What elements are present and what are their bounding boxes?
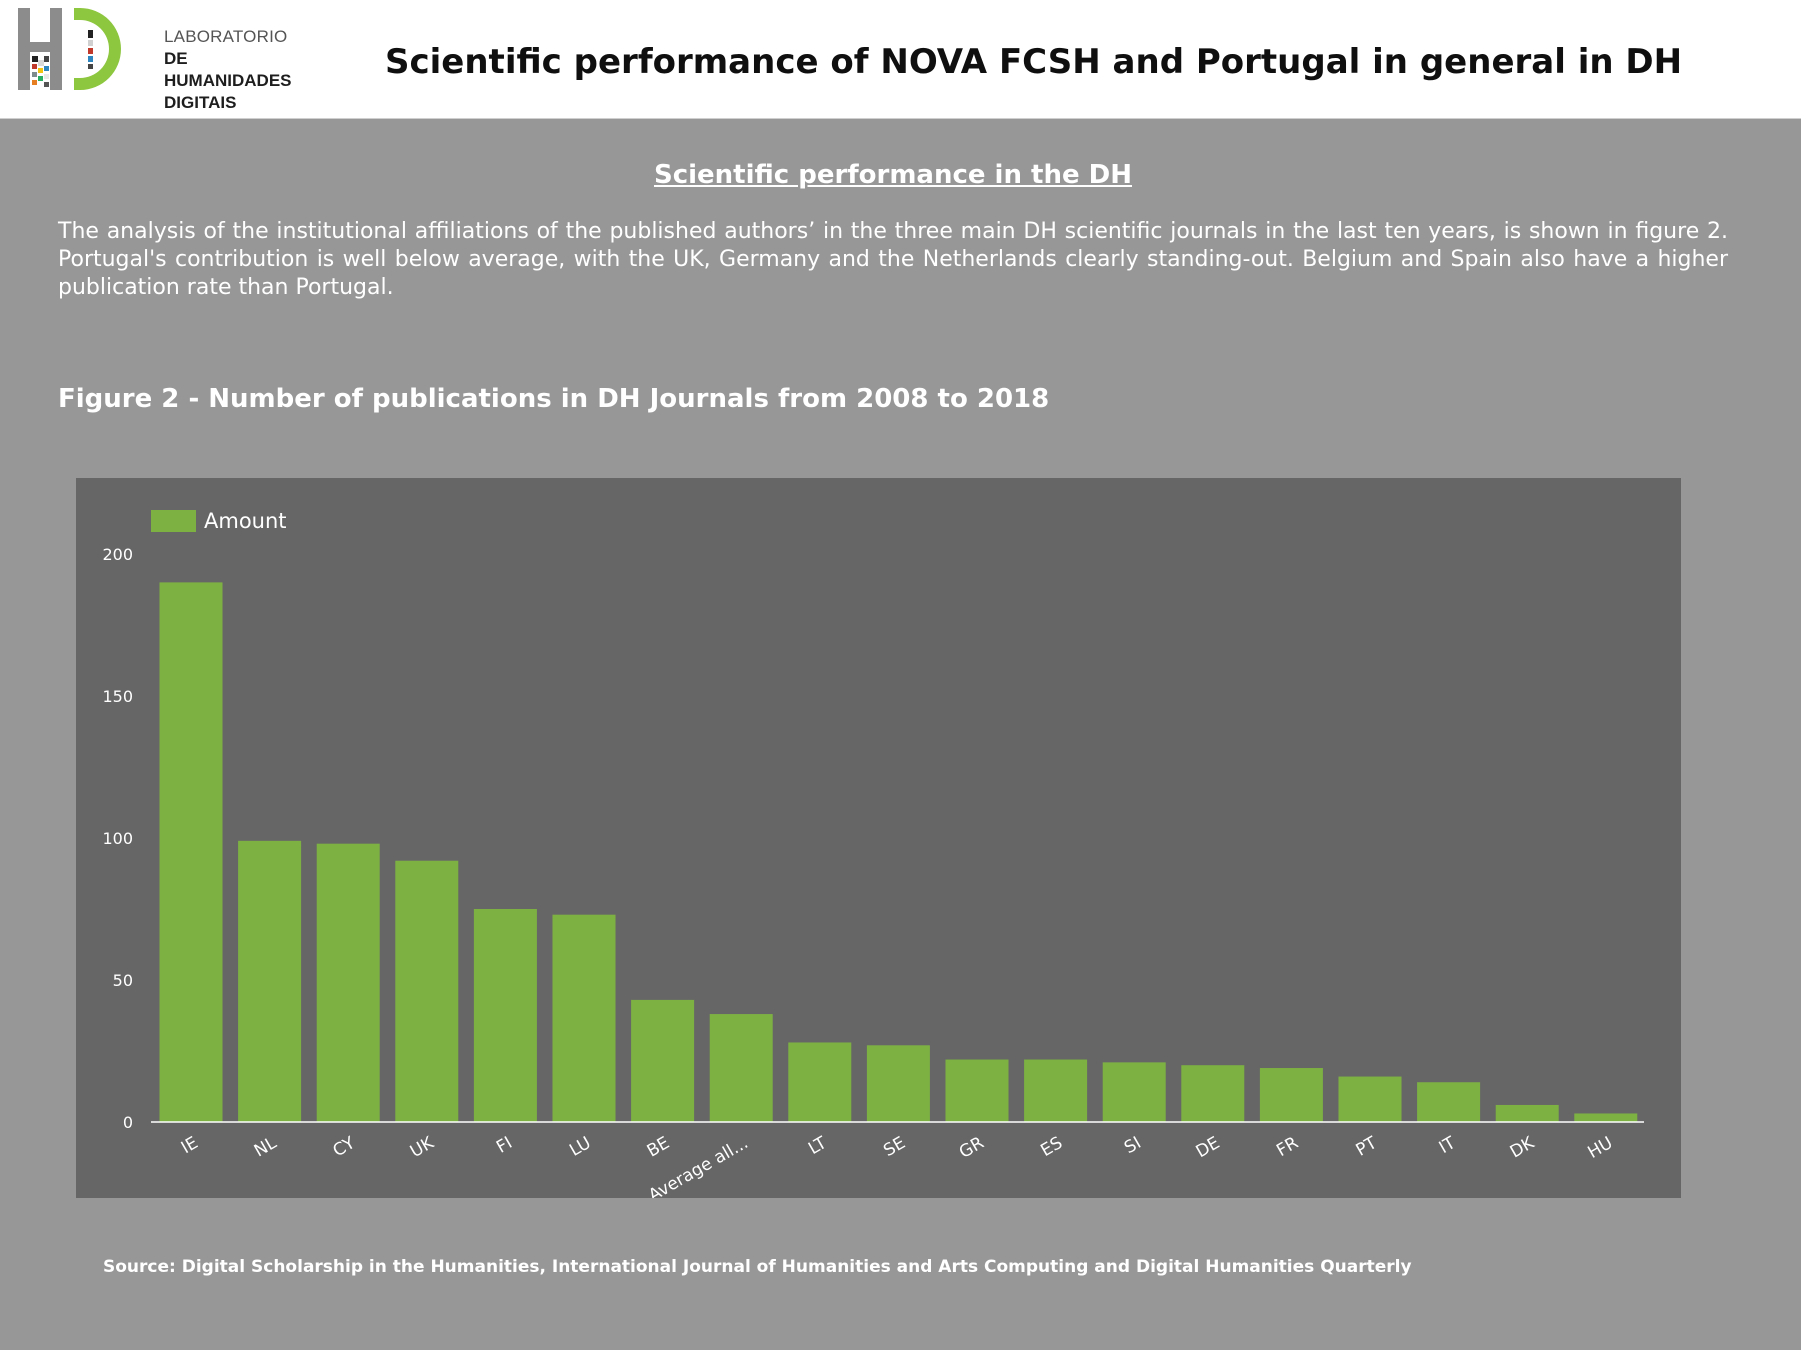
bar-hu bbox=[1574, 1113, 1638, 1122]
bar-es bbox=[1024, 1059, 1088, 1122]
chart-panel: Amount 0 50 100 150 200 IE NL CY UK FI LU BE Average … bbox=[76, 478, 1681, 1206]
bar-si bbox=[1102, 1062, 1166, 1122]
x-tick-label: UK bbox=[407, 1133, 438, 1163]
x-tick-label: BE bbox=[644, 1133, 673, 1162]
figure-title: Figure 2 - Number of publications in DH … bbox=[58, 384, 1050, 414]
logo-line-1: LABORATORIO bbox=[164, 27, 288, 46]
lab-logo[interactable]: LABORATORIO DE HUMANIDADES DIGITAIS bbox=[18, 8, 308, 112]
bar-cy bbox=[316, 843, 380, 1122]
logo-line-3: DIGITAIS bbox=[164, 93, 237, 112]
source-note: Source: Digital Scholarship in the Human… bbox=[103, 1257, 1412, 1277]
x-tick-label: DK bbox=[1507, 1133, 1539, 1163]
section-title: Scientific performance in the DH bbox=[653, 160, 1133, 190]
y-tick-label: 200 bbox=[102, 545, 133, 564]
y-tick-label: 150 bbox=[102, 687, 133, 706]
intro-paragraph: The analysis of the institutional affili… bbox=[58, 219, 1728, 300]
hd-logo-mark-icon bbox=[18, 8, 121, 90]
x-tick-label: NL bbox=[251, 1133, 281, 1162]
header: LABORATORIO DE HUMANIDADES DIGITAIS Scie… bbox=[0, 0, 1801, 119]
x-tick-label: DE bbox=[1193, 1133, 1224, 1162]
bar-be bbox=[631, 999, 695, 1122]
x-tick-label: IT bbox=[1436, 1133, 1460, 1158]
x-tick-label: GR bbox=[956, 1133, 988, 1163]
x-tick-label: LU bbox=[566, 1133, 594, 1161]
x-tick-label: HU bbox=[1584, 1133, 1616, 1163]
bar-gr bbox=[945, 1059, 1009, 1122]
bar-de bbox=[1181, 1065, 1245, 1122]
x-tick-label: FI bbox=[493, 1133, 516, 1158]
x-tick-label: SI bbox=[1121, 1133, 1145, 1158]
bar-average-all- bbox=[709, 1014, 773, 1122]
bar-lt bbox=[788, 1042, 852, 1122]
x-tick-label: SE bbox=[880, 1133, 909, 1161]
bar-dk bbox=[1495, 1104, 1559, 1122]
bar-uk bbox=[395, 860, 459, 1122]
logo-text: LABORATORIO DE HUMANIDADES DIGITAIS bbox=[164, 26, 308, 114]
bar-se bbox=[866, 1045, 930, 1122]
legend-swatch bbox=[151, 510, 196, 532]
bar-lu bbox=[552, 914, 616, 1122]
x-tick-label: LT bbox=[805, 1133, 831, 1159]
bar-fi bbox=[473, 909, 537, 1122]
bar-ie bbox=[159, 582, 223, 1122]
bar-nl bbox=[238, 840, 302, 1122]
x-tick-label: ES bbox=[1037, 1133, 1066, 1161]
x-tick-label: CY bbox=[330, 1133, 360, 1162]
y-tick-label: 100 bbox=[102, 829, 133, 848]
x-tick-label: PT bbox=[1353, 1133, 1381, 1161]
bar-it bbox=[1417, 1082, 1481, 1122]
y-tick-label: 0 bbox=[123, 1113, 133, 1132]
legend-label: Amount bbox=[204, 509, 287, 533]
bar-pt bbox=[1338, 1076, 1402, 1122]
x-tick-label: FR bbox=[1273, 1133, 1302, 1161]
bar-fr bbox=[1259, 1068, 1323, 1122]
x-tick-label: IE bbox=[178, 1133, 202, 1158]
logo-line-2: DE HUMANIDADES bbox=[164, 49, 292, 90]
page-title: Scientific performance of NOVA FCSH and … bbox=[385, 42, 1683, 82]
y-tick-label: 50 bbox=[113, 971, 133, 990]
